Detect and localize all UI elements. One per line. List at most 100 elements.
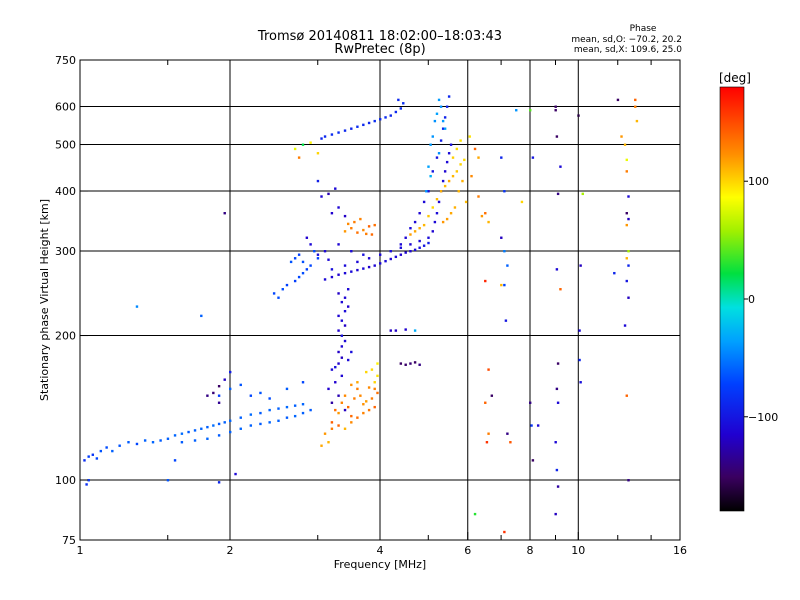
data-point [370, 233, 374, 236]
data-point [399, 243, 403, 246]
data-point [379, 253, 382, 256]
data-point [362, 267, 365, 270]
data-point [337, 424, 340, 427]
data-point [337, 243, 340, 246]
data-point [334, 187, 337, 190]
data-point [337, 292, 340, 295]
data-point [365, 232, 368, 236]
data-point [531, 156, 535, 159]
data-point [297, 275, 301, 279]
data-point [330, 421, 334, 424]
data-point [350, 421, 353, 424]
data-point [343, 427, 347, 430]
data-point [367, 121, 371, 125]
data-point [206, 394, 209, 397]
data-point [362, 123, 365, 127]
data-point [301, 411, 305, 415]
data-point [340, 401, 344, 404]
data-point [327, 258, 330, 261]
data-point [441, 119, 445, 123]
phase-box-line1: mean, sd,O: −70.2, 20.2 [571, 35, 682, 45]
data-point [173, 459, 177, 462]
data-point [337, 314, 340, 318]
data-point [509, 441, 512, 444]
data-point [293, 147, 297, 151]
data-point [343, 324, 347, 327]
data-point [268, 408, 271, 412]
data-point [441, 127, 445, 130]
data-point [389, 257, 392, 261]
data-point [373, 264, 376, 267]
data-point [429, 143, 432, 146]
y-tick-label: 600 [55, 101, 76, 114]
data-point [367, 257, 371, 260]
x-tick-label: 2 [227, 544, 234, 557]
data-point [439, 190, 443, 193]
data-point [285, 405, 289, 409]
data-point [367, 225, 371, 228]
data-point [305, 236, 309, 239]
data-point [376, 362, 379, 365]
data-point [384, 259, 387, 263]
data-point [200, 427, 203, 430]
data-point [277, 407, 280, 410]
data-point [309, 141, 312, 144]
data-point [365, 370, 368, 374]
data-point [365, 400, 368, 403]
data-point [327, 441, 330, 444]
data-point [431, 206, 434, 209]
data-point [413, 361, 417, 364]
data-point [337, 411, 340, 415]
y-tick-label: 400 [55, 185, 76, 198]
data-point [409, 243, 412, 246]
data-point [625, 170, 628, 173]
data-point [625, 394, 628, 397]
data-point [441, 179, 445, 183]
data-point [459, 139, 462, 142]
data-point [490, 394, 494, 397]
data-point [447, 179, 451, 183]
data-point [447, 152, 451, 155]
data-point [559, 288, 562, 291]
data-point [367, 386, 371, 389]
chart-title: Tromsø 20140811 18:02:00–18:03:43 [257, 29, 502, 44]
colorbar-label: [deg] [719, 71, 751, 85]
data-point [285, 283, 289, 287]
data-point [350, 227, 353, 230]
data-point [422, 223, 426, 227]
data-point [330, 368, 334, 371]
data-point [193, 439, 197, 442]
data-point [443, 184, 447, 188]
data-point [555, 268, 559, 271]
data-point [464, 200, 468, 204]
data-point [272, 292, 276, 295]
data-point [350, 270, 353, 273]
data-point [293, 404, 297, 407]
grid-lines [80, 60, 680, 540]
data-point [99, 449, 103, 453]
data-point [95, 457, 99, 460]
y-tick-label: 500 [55, 139, 76, 152]
data-point [413, 329, 417, 332]
data-point [399, 246, 403, 249]
data-point [554, 109, 557, 112]
data-point [418, 212, 421, 215]
data-point [268, 397, 271, 400]
data-point [334, 408, 337, 412]
data-point [297, 156, 301, 159]
data-point [477, 195, 480, 198]
data-point [484, 212, 487, 215]
data-point [373, 387, 376, 391]
data-point [449, 143, 453, 146]
data-point [627, 479, 630, 482]
data-point [350, 383, 353, 387]
data-point [477, 156, 480, 159]
data-point [239, 427, 242, 430]
data-point [445, 105, 449, 108]
data-point [577, 114, 580, 117]
data-point [531, 459, 535, 462]
data-point [451, 156, 455, 159]
data-point [579, 264, 582, 267]
data-point [455, 170, 459, 173]
y-tick-label: 750 [55, 54, 76, 67]
